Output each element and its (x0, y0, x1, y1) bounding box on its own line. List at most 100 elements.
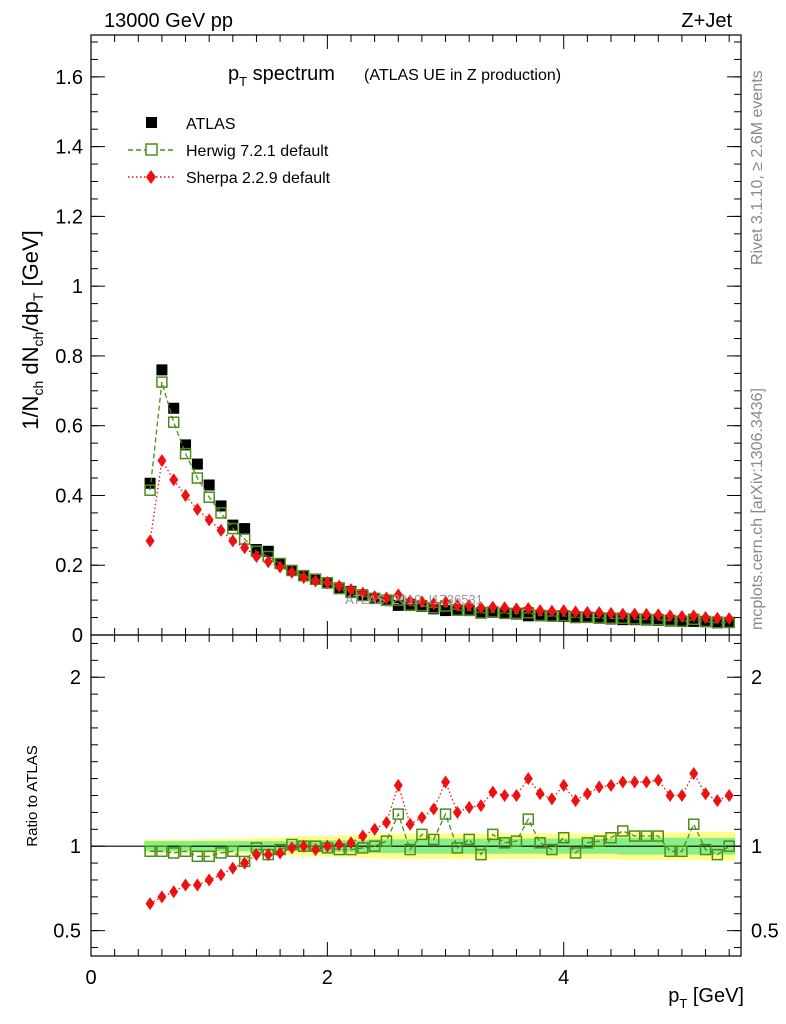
ratio-herwig-point (664, 845, 676, 858)
main-sherpa-point (157, 454, 167, 468)
title-main: p (228, 63, 239, 85)
legend-label-sherpa: Sherpa 2.2.9 default (186, 170, 331, 187)
ratio-herwig-point (380, 835, 393, 847)
main-sherpa-point (181, 488, 191, 502)
main-herwig-point (191, 472, 204, 484)
main-axes: 0 0.2 0.4 0.6 0.8 1 1.2 1.4 1.6 (55, 34, 742, 647)
ratio-herwig-point (640, 830, 653, 842)
ratio-sherpa-point (594, 780, 604, 794)
main-sherpa-point (665, 609, 675, 623)
ratio-sherpa-point (618, 775, 628, 789)
main-sherpa-point (169, 473, 179, 487)
watermark: ATLAS_2019_I1736531 (345, 592, 483, 607)
ratio-herwig-point (357, 842, 369, 854)
ylabel-part-3: /dp (18, 301, 43, 332)
ratio-sherpa-point (712, 794, 722, 808)
main-ytick-label: 0.6 (55, 416, 83, 438)
ratio-herwig-point (617, 825, 629, 837)
ratio-herwig-point (510, 835, 523, 847)
main-sherpa-point (287, 565, 297, 579)
ratio-sherpa-point (251, 848, 261, 862)
ratio-sherpa-point (511, 789, 521, 802)
ratio-ytick-label-right: 0.5 (751, 921, 779, 943)
ratio-herwig-point (628, 830, 641, 842)
ratio-herwig-point (699, 843, 712, 856)
ratio-sherpa-point (689, 767, 699, 781)
ratio-herwig-point (676, 845, 688, 858)
main-ytick-label: 0.2 (55, 555, 83, 577)
ratio-panel: 0.5 0.5 1 1 2 2 0 2 4 Ratio to ATLAS pT [GeV] (24, 634, 779, 1011)
main-sherpa-point (689, 609, 699, 623)
legend-item-atlas: ATLAS (146, 116, 236, 133)
main-sherpa-point (701, 611, 711, 625)
ratio-herwig-point (652, 830, 665, 842)
ratio-sherpa-point (476, 799, 486, 813)
ratio-sherpa-point (547, 792, 557, 806)
ratio-axes: 0.5 0.5 1 1 2 2 0 2 4 (53, 634, 779, 989)
main-sherpa-point (393, 588, 403, 602)
ratio-herwig-point (593, 835, 605, 847)
ratio-sherpa-point (169, 885, 179, 899)
ratio-herwig-point (475, 848, 487, 861)
xlabel-sub: T (679, 996, 687, 1011)
legend: ATLAS Herwig 7.2.1 default Sherpa 2.2.9 … (128, 116, 331, 187)
ratio-sherpa-point (381, 816, 391, 830)
ratio-sherpa-point (559, 778, 569, 792)
legend-item-sherpa: Sherpa 2.2.9 default (128, 170, 331, 187)
main-sherpa-point (429, 597, 439, 611)
main-sherpa-point (263, 555, 273, 569)
ylabel-sub-ch-2: ch (30, 332, 46, 347)
main-atlas-point (250, 544, 262, 556)
ratio-sherpa-point (311, 843, 321, 857)
ratio-series-layer (144, 767, 735, 911)
header-left: 13000 GeV pp (104, 10, 233, 32)
ratio-sherpa-point (535, 787, 545, 801)
ratio-ytick-label: 1 (70, 836, 81, 858)
main-ytick-label: 1.4 (55, 137, 83, 159)
ratio-herwig-point (167, 847, 180, 859)
main-herwig-point (144, 484, 156, 496)
ratio-ylabel: Ratio to ATLAS (24, 745, 41, 846)
rivet-label: Rivet 3.1.10, ≥ 2.6M events (749, 70, 766, 265)
ratio-sherpa-point (192, 878, 202, 892)
main-sherpa-point (641, 607, 651, 621)
ratio-herwig-point (427, 833, 440, 846)
main-herwig-line (149, 381, 730, 624)
ratio-sherpa-point (334, 837, 344, 851)
title-sub: T (239, 74, 247, 89)
main-sherpa-point (204, 513, 214, 527)
main-sherpa-point (511, 602, 521, 616)
main-sherpa-point (464, 598, 474, 612)
main-sherpa-point (618, 607, 628, 621)
ratio-xtick-label: 4 (558, 967, 569, 989)
ratio-sherpa-point (724, 789, 734, 802)
main-ytick-label: 0.8 (55, 346, 83, 368)
title-rest: spectrum (247, 63, 335, 85)
main-sherpa-point (606, 606, 616, 620)
main-sherpa-point (452, 598, 462, 612)
ratio-sherpa-point (263, 848, 273, 862)
main-sherpa-point (370, 590, 380, 604)
main-sherpa-point (476, 601, 486, 615)
main-atlas-point (168, 402, 180, 414)
ratio-herwig-point (534, 837, 546, 849)
ratio-sherpa-point (523, 772, 533, 786)
main-sherpa-point (216, 523, 226, 537)
ratio-sherpa-point (653, 773, 663, 787)
main-sherpa-point (571, 605, 581, 619)
ratio-sherpa-point (370, 822, 380, 836)
main-series-layer (144, 364, 735, 629)
main-panel: ATLAS_2019_I1736531 0 0.2 0.4 0.6 0.8 1 1.2 1.4… (18, 34, 742, 647)
xlabel-rest: [GeV] (687, 985, 744, 1007)
main-sherpa-point (381, 591, 391, 605)
ratio-herwig-point (463, 833, 475, 846)
ratio-sherpa-point (464, 800, 474, 814)
ratio-sherpa-point (228, 861, 238, 875)
ratio-herwig-point (392, 808, 405, 820)
ratio-herwig-point (581, 837, 594, 849)
svg-text:1/Nch dNch/dpT [GeV]: 1/Nch dNch/dpT [GeV] (18, 230, 46, 430)
main-sherpa-point (441, 595, 451, 609)
ratio-herwig-point (522, 813, 535, 825)
ratio-frame (90, 634, 742, 957)
